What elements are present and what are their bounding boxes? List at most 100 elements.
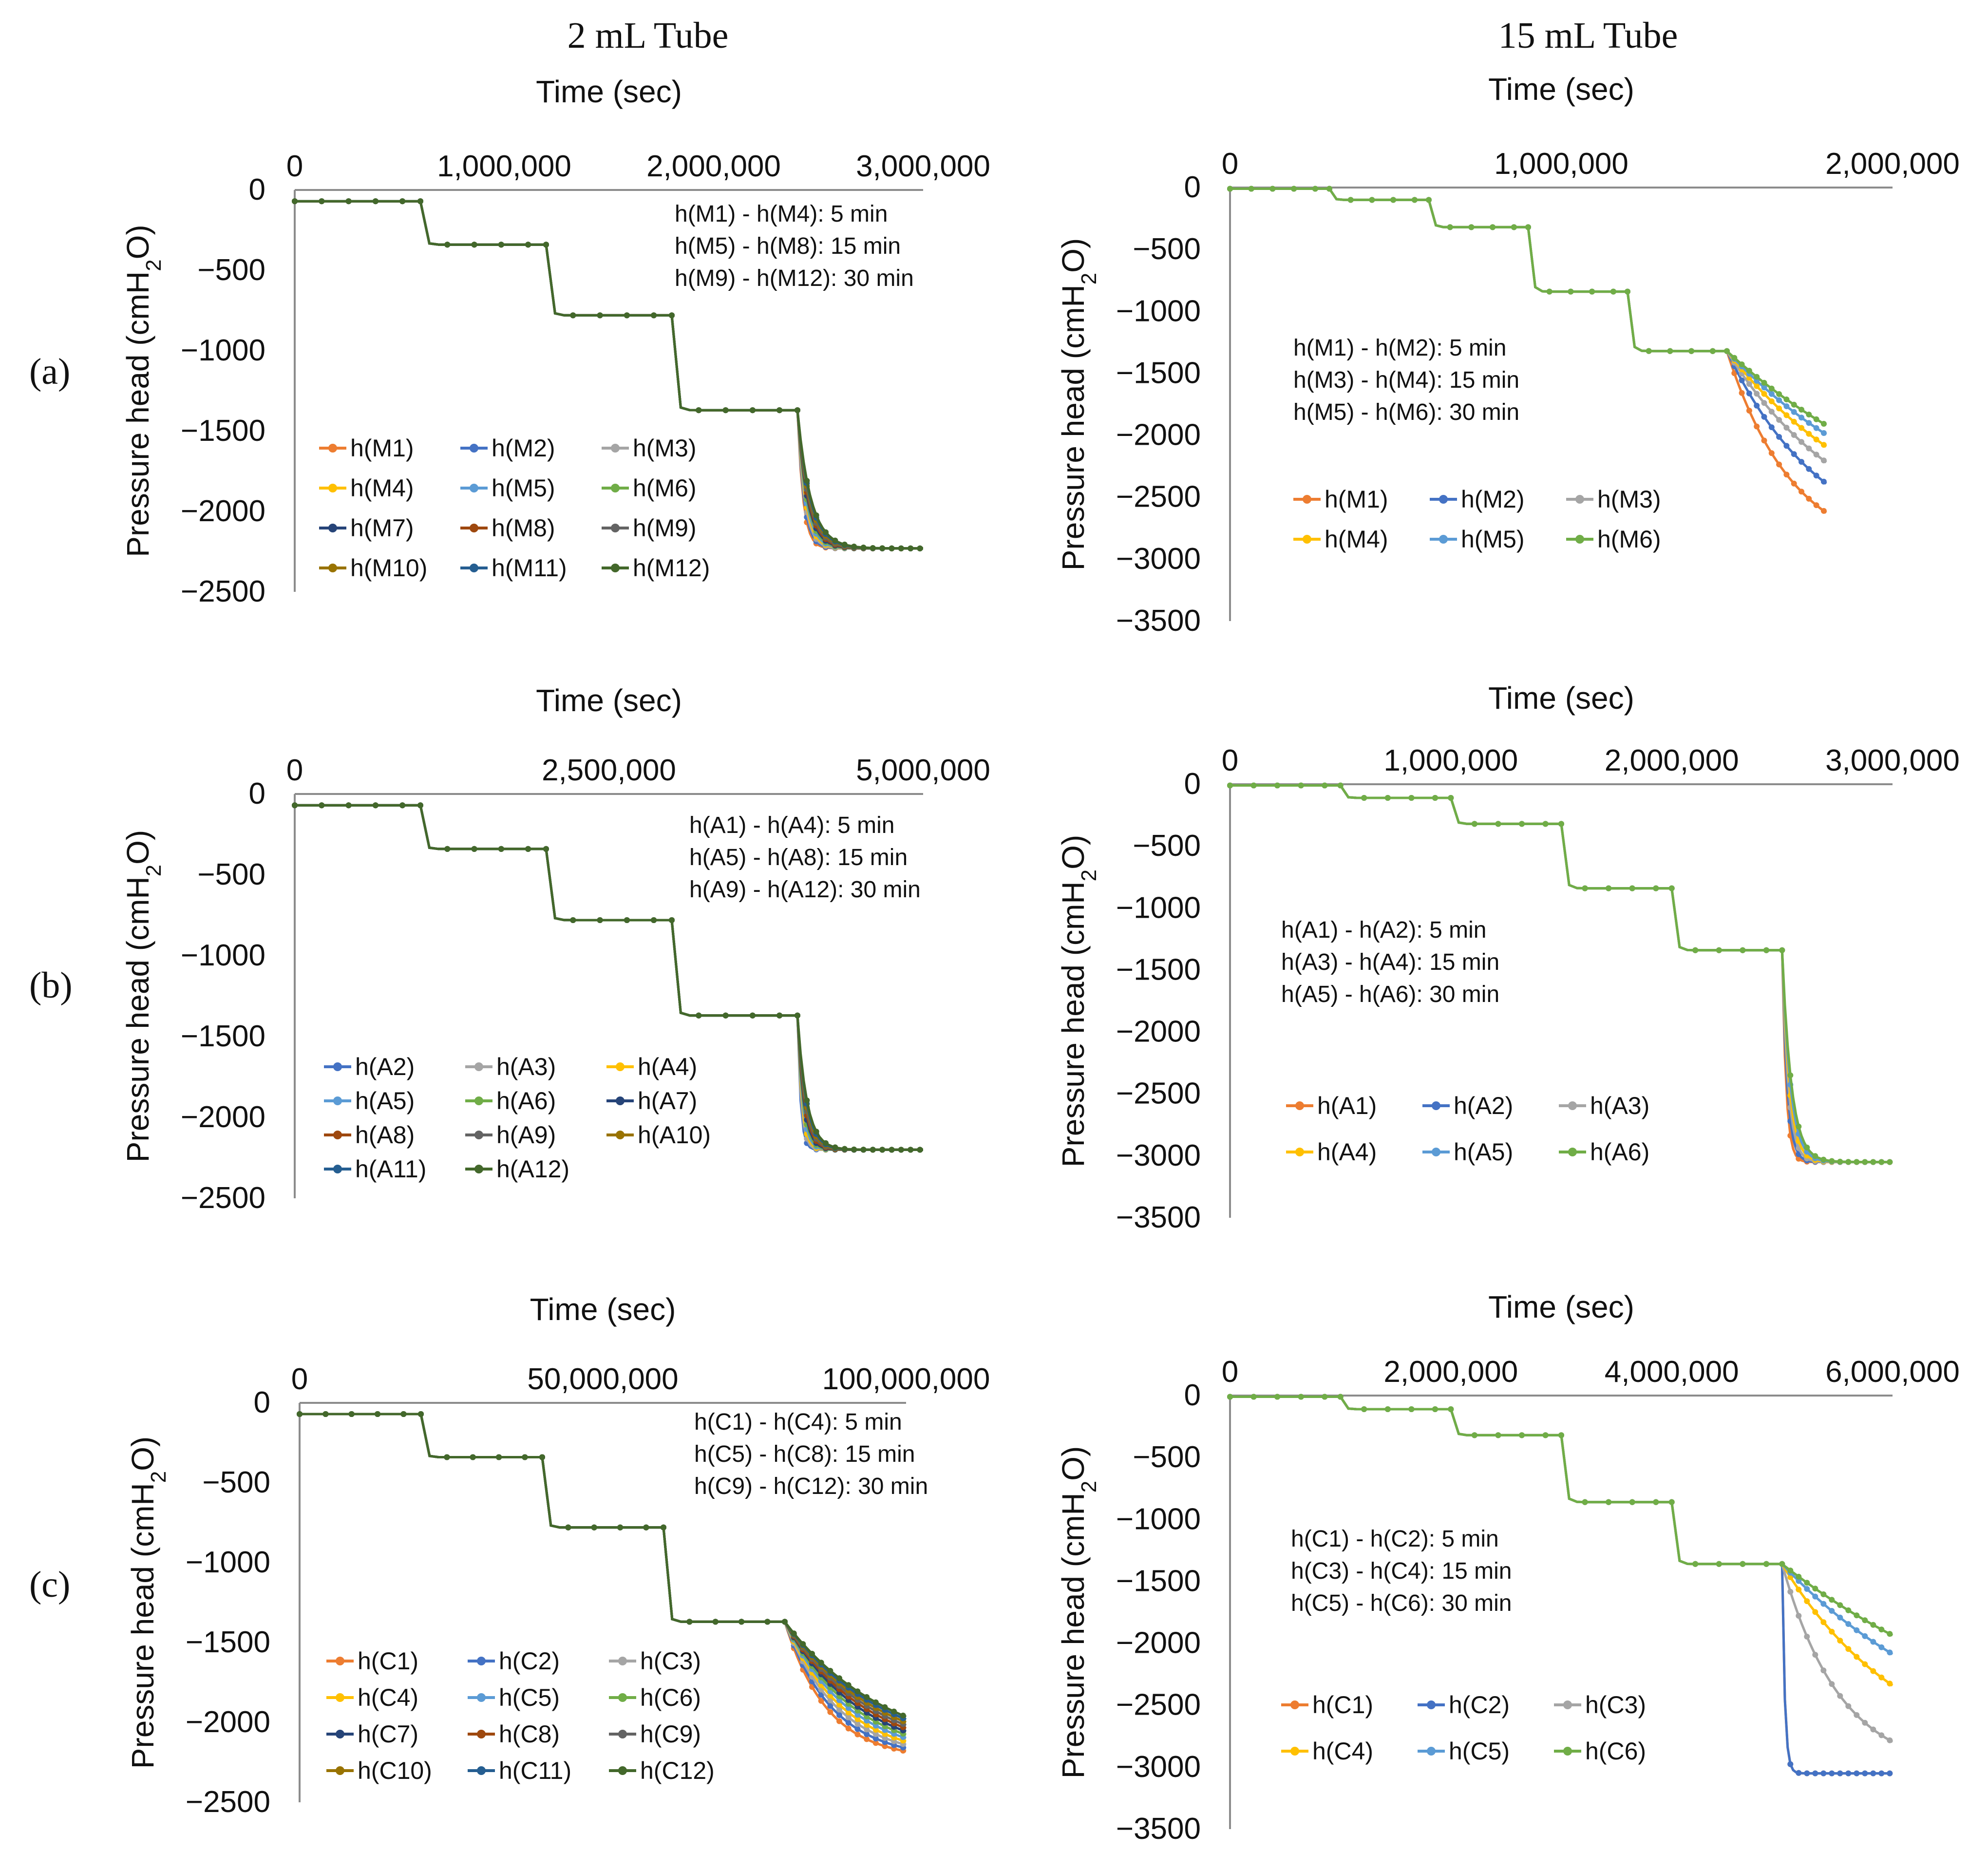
data-point [1768, 385, 1775, 392]
data-point [1724, 348, 1730, 354]
data-point [1776, 405, 1782, 412]
y-tick-label: −2000 [1116, 418, 1201, 452]
y-axis-title: Pressure head (cmH2O) [120, 225, 166, 557]
data-point [1761, 391, 1767, 397]
data-point [525, 846, 531, 852]
data-point [686, 1619, 693, 1625]
data-point [1739, 390, 1745, 396]
data-point [1610, 288, 1616, 295]
legend-label: h(M3) [1597, 486, 1661, 513]
data-point [872, 1736, 879, 1742]
data-point [1806, 495, 1812, 502]
legend-label: h(M6) [633, 474, 697, 502]
legend-label: h(M7) [350, 514, 414, 542]
data-point [1558, 1432, 1564, 1438]
data-point [1746, 368, 1752, 374]
legend-label: h(C5) [1449, 1738, 1510, 1765]
legend-marker [616, 1096, 625, 1105]
y-tick-label: −2500 [1116, 1077, 1201, 1111]
data-point [1542, 821, 1549, 827]
data-point [1870, 1668, 1876, 1674]
y-tick-label: −2000 [1116, 1626, 1201, 1660]
legend-marker [336, 1766, 344, 1775]
annotation-line: h(C1) - h(C2): 5 min [1291, 1526, 1499, 1552]
legend-label: h(M1) [350, 434, 414, 462]
data-point [1820, 1619, 1827, 1625]
annotation-line: h(A5) - h(A6): 30 min [1281, 982, 1499, 1007]
data-point [1667, 348, 1673, 354]
data-point [471, 846, 477, 852]
data-point [1582, 885, 1588, 891]
data-point [782, 1619, 788, 1625]
data-point [804, 478, 810, 484]
data-point [1768, 391, 1775, 397]
data-point [1625, 288, 1630, 295]
data-point [348, 1411, 355, 1417]
legend-marker [336, 1657, 344, 1665]
data-point [1820, 508, 1827, 514]
legend-marker [611, 524, 620, 532]
data-point [1408, 795, 1415, 801]
data-point [1384, 1406, 1391, 1412]
data-point [1787, 1568, 1794, 1574]
x-tick-label: 0 [1222, 744, 1238, 777]
data-point [1768, 409, 1775, 415]
legend-marker [611, 564, 620, 572]
data-point [1791, 480, 1797, 487]
legend-label: h(C11) [499, 1757, 571, 1784]
data-point [813, 512, 819, 518]
y-tick-label: −3000 [1116, 542, 1201, 576]
legend-marker [1290, 1700, 1299, 1709]
data-point [1806, 445, 1812, 452]
data-point [1796, 1123, 1802, 1130]
x-tick-label: 1,000,000 [1494, 147, 1628, 181]
data-point [565, 1524, 571, 1530]
data-point [836, 1706, 842, 1713]
data-point [864, 1736, 870, 1742]
legend-label: h(M10) [350, 554, 427, 582]
legend-label: h(M11) [492, 554, 567, 582]
x-tick-label: 50,000,000 [527, 1362, 678, 1396]
legend-marker [618, 1730, 627, 1738]
data-point [1763, 1561, 1769, 1567]
data-point [1542, 1432, 1549, 1438]
data-point [1250, 782, 1257, 789]
data-point [1878, 1159, 1885, 1165]
y-tick-label: −1000 [186, 1546, 270, 1579]
data-point [764, 1619, 771, 1625]
data-point [1796, 1578, 1802, 1584]
data-point [1269, 186, 1276, 192]
data-point [1813, 452, 1819, 458]
data-point [1761, 414, 1767, 420]
data-point [712, 1619, 719, 1625]
data-point [845, 1709, 852, 1716]
legend-label: h(A11) [355, 1155, 426, 1183]
data-point [418, 1411, 424, 1417]
data-point [1887, 1159, 1893, 1165]
data-point [891, 1708, 897, 1715]
data-point [1829, 1681, 1835, 1687]
data-point [791, 1630, 797, 1637]
data-point [1820, 1770, 1827, 1776]
y-axis-title: Pressure head (cmH2O) [120, 830, 166, 1162]
data-point [1653, 885, 1659, 891]
legend-label: h(A7) [638, 1087, 697, 1114]
y-tick-label: −1500 [1116, 356, 1201, 390]
data-point [1829, 1770, 1835, 1776]
data-point [1820, 421, 1827, 427]
x-tick-label: 0 [286, 150, 303, 183]
x-tick-label: 2,500,000 [542, 754, 676, 787]
data-point [322, 1411, 329, 1417]
data-point [1448, 1406, 1454, 1412]
legend-marker [1295, 1148, 1304, 1156]
y-tick-label: −1000 [1116, 891, 1201, 925]
x-tick-label: 0 [1222, 147, 1238, 181]
data-point [1716, 1561, 1722, 1567]
data-point [1432, 1406, 1438, 1412]
legend-label: h(C3) [1585, 1691, 1646, 1719]
data-point [1776, 397, 1782, 403]
data-point [1606, 885, 1612, 891]
legend-label: h(A8) [355, 1121, 415, 1149]
legend-label: h(A3) [1590, 1092, 1649, 1119]
data-point [1799, 407, 1804, 413]
